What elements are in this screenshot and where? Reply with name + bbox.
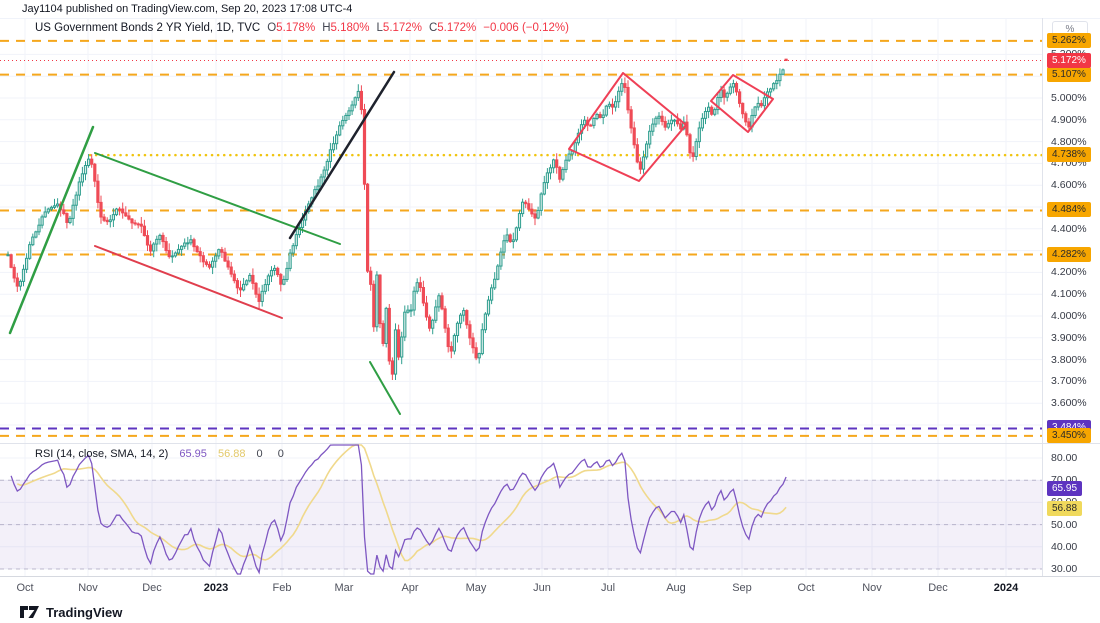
price-tick: 4.900% bbox=[1051, 113, 1087, 126]
time-axis-label: Aug bbox=[666, 582, 686, 594]
price-tick: 3.600% bbox=[1051, 397, 1087, 410]
ohlc-label: C bbox=[428, 22, 438, 34]
symbol-legend[interactable]: US Government Bonds 2 YR Yield, 1D, TVC O… bbox=[35, 22, 569, 34]
price-tick: 5.000% bbox=[1051, 92, 1087, 104]
time-axis-label: 2023 bbox=[203, 582, 229, 594]
symbol-title: US Government Bonds 2 YR Yield, 1D, TVC bbox=[35, 22, 261, 34]
time-axis[interactable]: Oct Nov Dec 2023 Feb Mar Apr May Jun Jul Aug Sep Oct… bbox=[0, 576, 1100, 601]
ohlc-label: H bbox=[322, 22, 331, 34]
price-tick: 30.00 bbox=[1051, 563, 1078, 575]
price-tick: 4.100% bbox=[1051, 288, 1087, 301]
time-axis-label: Sep bbox=[732, 582, 752, 594]
ohlc-value: 5.172% bbox=[437, 22, 477, 34]
time-axis-label: Nov bbox=[862, 582, 882, 594]
time-axis-label: Dec bbox=[928, 582, 948, 594]
brand-name: TradingView bbox=[46, 604, 123, 620]
ohlc-value: 5.172% bbox=[382, 22, 422, 34]
ohlc-label: L bbox=[376, 22, 383, 34]
rsi-indicator-pane[interactable] bbox=[0, 443, 1042, 576]
pane-divider[interactable] bbox=[0, 443, 1100, 444]
price-badge: 5.172% bbox=[1047, 52, 1091, 68]
price-badge: 5.107% bbox=[1047, 66, 1091, 82]
rsi-sma-value: 56.88 bbox=[217, 448, 246, 460]
rsi-extra-values: 0 0 bbox=[256, 448, 290, 460]
time-axis-label: Jul bbox=[600, 582, 616, 594]
published-caption: Jay1104 published on TradingView.com, Se… bbox=[22, 3, 353, 15]
price-tick: 3.700% bbox=[1051, 375, 1087, 388]
price-tick: 4.400% bbox=[1051, 222, 1087, 235]
time-axis-label: Nov bbox=[78, 582, 98, 594]
time-axis-label: 2024 bbox=[993, 582, 1019, 594]
price-badge: 65.95 bbox=[1047, 481, 1083, 497]
change-value: −0.006 (−0.12%) bbox=[483, 22, 569, 34]
price-tick: 4.600% bbox=[1051, 179, 1087, 192]
time-axis-label: Oct bbox=[16, 582, 34, 594]
time-axis-label: Apr bbox=[401, 582, 419, 594]
price-tick: 80.00 bbox=[1051, 452, 1078, 464]
price-tick: 50.00 bbox=[1051, 518, 1078, 531]
time-axis-label: Oct bbox=[797, 582, 815, 594]
ohlc-label: O bbox=[267, 22, 277, 34]
time-axis-label: Dec bbox=[142, 582, 162, 594]
main-price-pane[interactable] bbox=[0, 18, 1042, 443]
ohlc-values: O5.178% H5.180% L5.172% C5.172% bbox=[260, 22, 476, 34]
time-axis-label: Jun bbox=[533, 582, 551, 594]
rsi-legend[interactable]: RSI (14, close, SMA, 14, 2) 65.95 56.88 … bbox=[35, 448, 290, 460]
ohlc-value: 5.178% bbox=[276, 22, 316, 34]
tradingview-attribution[interactable]: TradingView bbox=[20, 601, 122, 623]
price-tick: 3.900% bbox=[1051, 331, 1087, 344]
rsi-value: 65.95 bbox=[179, 448, 207, 460]
price-badge: 4.484% bbox=[1047, 202, 1091, 218]
price-scale[interactable]: % 5.200%5.000%4.900%4.800%4.700%4.600%4.… bbox=[1042, 0, 1100, 600]
price-badge: 4.738% bbox=[1047, 147, 1091, 163]
price-badge: 56.88 bbox=[1047, 501, 1083, 517]
price-tick: 4.200% bbox=[1051, 266, 1087, 279]
price-scale-border bbox=[1042, 18, 1043, 576]
rsi-params: (14, close, SMA, 14, 2) bbox=[56, 448, 169, 460]
price-tick: 4.000% bbox=[1051, 310, 1087, 322]
price-tick: 40.00 bbox=[1051, 540, 1078, 553]
price-badge: 4.282% bbox=[1047, 246, 1091, 262]
price-badge: 3.450% bbox=[1047, 427, 1091, 443]
time-axis-label: Feb bbox=[272, 582, 292, 594]
rsi-title: RSI bbox=[35, 448, 54, 460]
time-axis-label: May bbox=[465, 582, 487, 594]
price-tick: 4.800% bbox=[1051, 135, 1087, 148]
time-axis-label: Mar bbox=[334, 582, 354, 594]
price-tick: 3.800% bbox=[1051, 353, 1087, 366]
tradingview-logo-icon bbox=[20, 606, 39, 618]
price-badge: 5.262% bbox=[1047, 32, 1091, 48]
chart-top-border bbox=[0, 18, 1100, 19]
ohlc-value: 5.180% bbox=[330, 22, 370, 34]
